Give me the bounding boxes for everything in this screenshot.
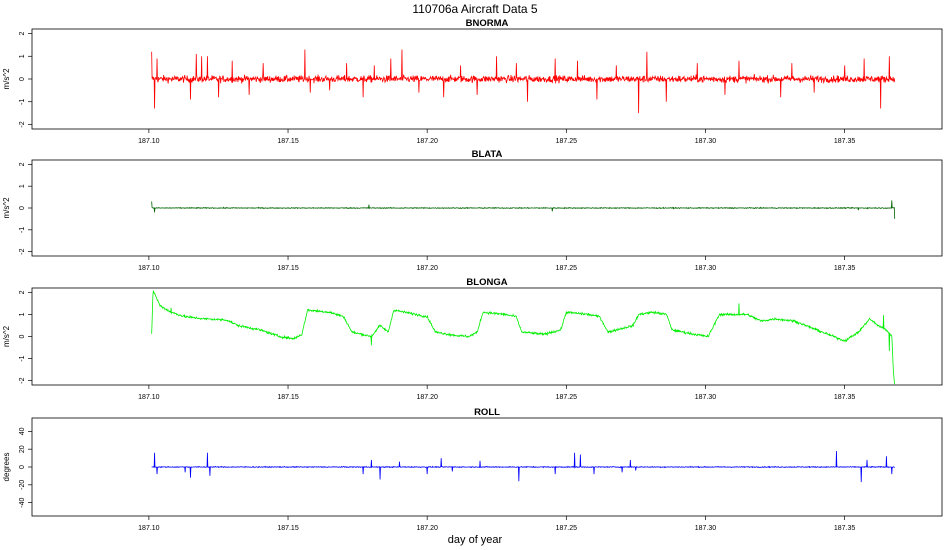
- x-tick-label: 187.35: [834, 265, 856, 272]
- y-tick-label: -1: [19, 227, 26, 233]
- series-line: [151, 200, 896, 219]
- x-axis-label: day of year: [448, 534, 503, 546]
- y-tick-label: 1: [19, 54, 26, 58]
- x-tick-label: 187.35: [834, 525, 856, 532]
- x-tick-label: 187.20: [416, 394, 438, 401]
- x-tick-label: 187.20: [416, 265, 438, 272]
- panel-title: BLATA: [472, 149, 503, 160]
- y-tick-label: 0: [19, 77, 26, 81]
- x-tick-label: 187.15: [277, 394, 299, 401]
- y-tick-label: 1: [19, 184, 26, 188]
- x-tick-label: 187.20: [416, 138, 438, 145]
- y-tick-label: 20: [19, 445, 26, 453]
- series-line: [151, 289, 896, 385]
- x-tick-label: 187.30: [695, 394, 717, 401]
- y-tick-label: 2: [19, 290, 26, 294]
- x-tick-label: 187.25: [556, 265, 578, 272]
- x-tick-label: 187.20: [416, 525, 438, 532]
- panel-blonga: BLONGA 187.10 187.15 187.20 187.25 187.30 187.…: [2, 277, 943, 401]
- x-tick-label: 187.10: [138, 394, 160, 401]
- panel-blata: BLATA 187.10 187.15 187.20 187.25 187.30 187.3…: [2, 149, 943, 272]
- y-tick-label: -20: [19, 480, 26, 490]
- panel-bnorma: BNORMA 187.10 187.15 187.20 187.25 187.30 187.…: [2, 18, 943, 145]
- y-axis-label: degrees: [2, 453, 11, 482]
- y-tick-label: -1: [19, 99, 26, 105]
- x-tick-label: 187.30: [695, 265, 717, 272]
- x-tick-label: 187.30: [695, 138, 717, 145]
- figure-title: 110706a Aircraft Data 5: [412, 2, 538, 16]
- x-tick-label: 187.30: [695, 525, 717, 532]
- y-tick-label: 0: [19, 465, 26, 469]
- x-tick-label: 187.10: [138, 138, 160, 145]
- x-tick-label: 187.10: [138, 525, 160, 532]
- y-tick-label: 1: [19, 312, 26, 316]
- series-line: [151, 49, 896, 114]
- y-tick-label: -2: [19, 121, 26, 127]
- x-tick-label: 187.15: [277, 525, 299, 532]
- x-tick-label: 187.15: [277, 138, 299, 145]
- x-tick-label: 187.15: [277, 265, 299, 272]
- y-axis-label: m/s^2: [2, 68, 11, 90]
- y-tick-label: -2: [19, 377, 26, 383]
- x-tick-label: 187.25: [556, 525, 578, 532]
- x-tick-label: 187.35: [834, 394, 856, 401]
- y-axis-label: m/s^2: [2, 325, 11, 347]
- y-tick-label: -40: [19, 497, 26, 507]
- x-tick-label: 187.25: [556, 394, 578, 401]
- plot-frame: [31, 287, 943, 386]
- panel-title: BNORMA: [466, 18, 509, 29]
- x-tick-label: 187.10: [138, 265, 160, 272]
- panels: BNORMA 187.10 187.15 187.20 187.25 187.30 187.…: [2, 18, 943, 532]
- y-tick-label: 2: [19, 31, 26, 35]
- y-tick-label: 40: [19, 427, 26, 435]
- x-tick-label: 187.25: [556, 138, 578, 145]
- y-tick-label: -2: [19, 248, 26, 254]
- panel-title: ROLL: [474, 407, 500, 418]
- series-line: [151, 450, 895, 483]
- y-tick-label: -1: [19, 355, 26, 361]
- y-tick-label: 2: [19, 162, 26, 166]
- panel-title: BLONGA: [466, 277, 507, 288]
- panel-roll: ROLL 187.10 187.15 187.20 187.25 187.30 187.35…: [2, 407, 943, 532]
- x-tick-label: 187.35: [834, 138, 856, 145]
- y-axis-label: m/s^2: [2, 197, 11, 219]
- y-tick-label: 0: [19, 206, 26, 210]
- y-tick-label: 0: [19, 334, 26, 338]
